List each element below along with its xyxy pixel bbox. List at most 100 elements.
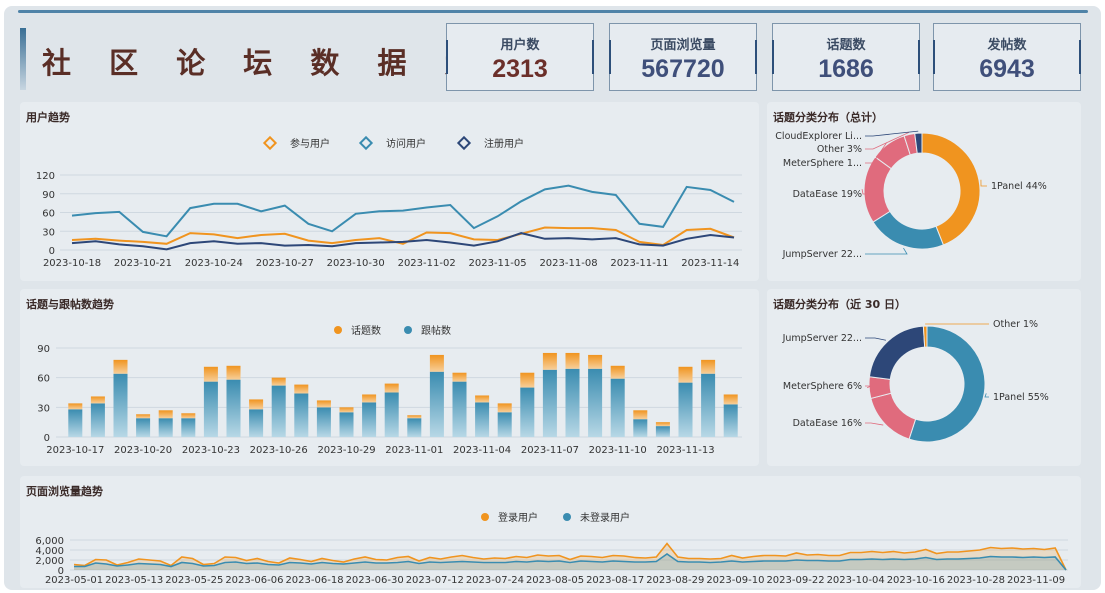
bar-reply — [271, 385, 286, 437]
kpi-page-views: 页面浏览量 567720 — [609, 23, 757, 91]
legend-label: 未登录用户 — [580, 511, 630, 524]
series-line — [71, 226, 735, 247]
bar-topic — [407, 415, 422, 419]
bar-topic — [203, 366, 218, 382]
bar-reply — [678, 382, 693, 437]
series-area — [74, 554, 1066, 570]
bar-topic — [158, 410, 173, 419]
x-tick-label: 2023-11-14 — [681, 258, 739, 269]
bar-topic — [384, 383, 399, 393]
slice-label: DataEase 19% — [793, 189, 862, 200]
pageview-trend-panel: 页面浏览量趋势 0 2,000 4,000 6,000 2023-05-01 2023-0… — [20, 476, 1081, 588]
bar-reply — [384, 392, 399, 437]
legend-label: 话题数 — [351, 324, 381, 337]
bar-topic — [542, 352, 557, 370]
bar-reply — [158, 418, 173, 437]
bar-reply — [339, 412, 354, 437]
series-area — [74, 543, 1066, 570]
bar-reply — [249, 409, 264, 437]
label-leader — [984, 393, 989, 398]
legend-label: 注册用户 — [484, 137, 524, 150]
x-tick-label: 2023-10-18 — [43, 258, 101, 269]
kpi-topic-count: 话题数 1686 — [772, 23, 920, 91]
series-line — [71, 232, 735, 251]
panel-title: 页面浏览量趋势 — [26, 485, 103, 498]
y-tick-label: 30 — [42, 227, 55, 238]
kpi-value: 6943 — [979, 55, 1035, 83]
topic-category-total-panel: 话题分类分布（总计） 1Panel 44% JumpServer 22... Dat… — [767, 102, 1081, 281]
bar-topic — [294, 384, 309, 394]
x-tick-label: 2023-11-13 — [656, 445, 714, 456]
label-leader — [865, 130, 919, 137]
kpi-user-count: 用户数 2313 — [446, 23, 594, 91]
bar-reply — [452, 381, 467, 437]
slice-label: MeterSphere 6% — [783, 381, 862, 392]
bar-topic — [723, 394, 738, 405]
bar-reply — [90, 403, 105, 437]
bar-topic — [610, 365, 625, 379]
label-leader — [865, 247, 908, 255]
label-leader — [861, 189, 865, 195]
series-line — [71, 184, 735, 238]
bar-topic — [475, 395, 490, 403]
bar-reply — [655, 426, 670, 437]
x-tick-label: 2023-10-30 — [327, 258, 385, 269]
kpi-label: 页面浏览量 — [650, 38, 716, 53]
x-tick-label: 2023-09-10 — [706, 575, 764, 586]
bar-topic — [339, 407, 354, 413]
slice-label: JumpServer 22... — [782, 249, 862, 260]
label-leader — [865, 132, 910, 150]
bar-topic — [249, 399, 264, 410]
legend-marker — [563, 513, 571, 521]
bar-reply — [203, 381, 218, 437]
kpi-value: 1686 — [818, 55, 874, 83]
slice-label: 1Panel 44% — [991, 181, 1047, 192]
legend-marker — [456, 135, 472, 151]
donut-slice — [868, 325, 926, 380]
legend-label: 访问用户 — [386, 137, 426, 150]
bar-reply — [68, 409, 83, 437]
x-tick-label: 2023-10-27 — [256, 258, 314, 269]
x-tick-label: 2023-10-21 — [114, 258, 172, 269]
x-tick-label: 2023-09-22 — [766, 575, 824, 586]
y-tick-label: 90 — [37, 344, 50, 355]
x-tick-label: 2023-10-17 — [46, 445, 104, 456]
y-tick-label: 4,000 — [35, 546, 64, 557]
x-tick-label: 2023-11-08 — [539, 258, 597, 269]
slice-label: 1Panel 55% — [993, 392, 1049, 403]
bar-reply — [362, 402, 377, 437]
kpi-value: 2313 — [492, 55, 548, 83]
topic-reply-panel: 话题与跟帖数趋势 0 30 60 90 2023-10-17 2023-10-20 2023… — [20, 289, 759, 466]
slice-label: CloudExplorer Li... — [775, 131, 862, 142]
topic-category-total-chart: 1Panel 44% JumpServer 22... DataEase 19% Me… — [775, 130, 1047, 260]
bar-topic — [678, 366, 693, 383]
kpi-label: 话题数 — [826, 38, 866, 53]
y-tick-label: 90 — [42, 190, 55, 201]
x-tick-label: 2023-11-02 — [398, 258, 456, 269]
legend-marker — [262, 135, 278, 151]
x-tick-label: 2023-11-09 — [1007, 575, 1065, 586]
user-trend-panel: 用户趋势 0 30 60 90 120 2023-10-18 2023-10-21 2023-… — [20, 102, 759, 281]
x-tick-label: 2023-10-23 — [182, 445, 240, 456]
bar-topic — [113, 359, 128, 374]
x-tick-label: 2023-08-17 — [586, 575, 644, 586]
bar-reply — [610, 378, 625, 437]
y-tick-label: 0 — [58, 566, 64, 577]
donut-slice — [908, 325, 986, 443]
label-leader — [980, 179, 987, 187]
label-leader — [865, 422, 884, 426]
kpi-value: 567720 — [641, 55, 725, 83]
x-tick-label: 2023-10-16 — [887, 575, 945, 586]
donut-slice — [921, 132, 981, 246]
slice-label: Other 3% — [817, 144, 862, 155]
label-leader — [865, 142, 888, 164]
bar-reply — [723, 404, 738, 437]
bar-topic — [655, 422, 670, 427]
legend-marker — [334, 326, 342, 334]
donut-slice — [872, 210, 945, 250]
dashboard: 社 区 论 坛 数 据 大 屏 用户数 2313 页面浏览量 567720 话题… — [4, 6, 1101, 590]
y-tick-label: 120 — [36, 171, 55, 182]
legend-label: 登录用户 — [498, 511, 538, 524]
legend-marker — [481, 513, 489, 521]
